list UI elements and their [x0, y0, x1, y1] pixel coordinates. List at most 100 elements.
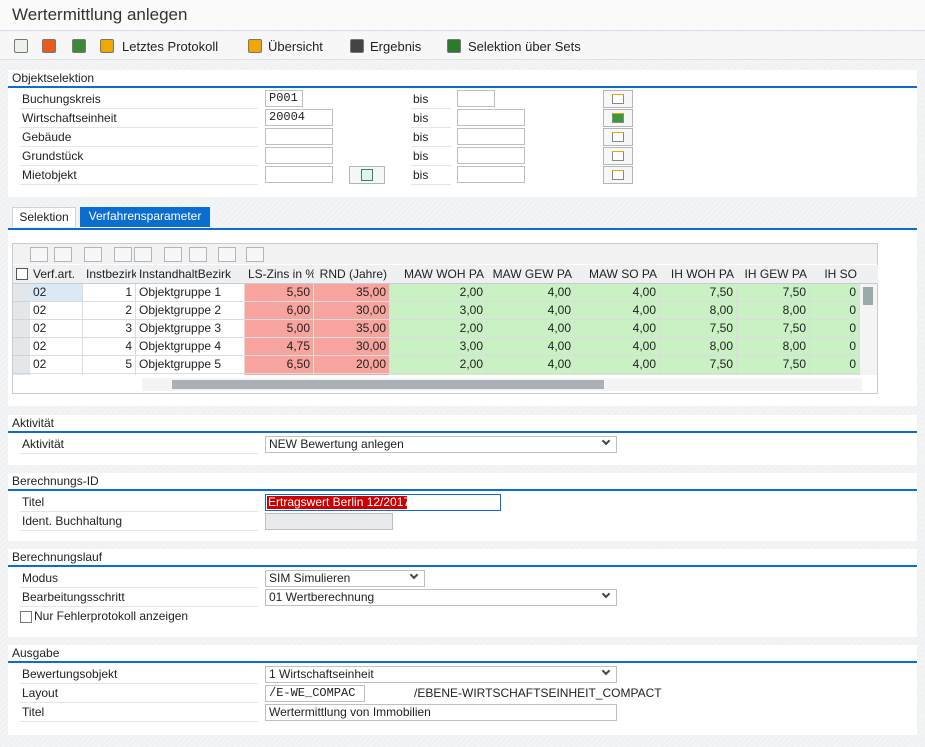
section-title: Berechnungslauf — [12, 550, 103, 564]
column-header[interactable]: IH GEW PA — [744, 267, 807, 281]
table-cell: 30,00 — [314, 302, 390, 320]
input-field[interactable]: P001 — [265, 90, 303, 107]
dropdown[interactable]: NEW Bewertung anlegen — [265, 436, 617, 453]
table-cell[interactable]: 02 — [30, 320, 83, 338]
table-cell[interactable]: 02 — [30, 338, 83, 356]
table-cell: 3,00 — [390, 338, 487, 356]
icon[interactable] — [447, 39, 461, 53]
input-field[interactable] — [457, 147, 525, 164]
field-label: Wirtschaftseinheit — [20, 109, 258, 128]
field-description: /EBENE-WIRTSCHAFTSEINHEIT_COMPACT — [414, 686, 662, 700]
column-header[interactable]: LS-Zins in % — [248, 267, 314, 281]
table-cell: 5,50 — [245, 284, 314, 302]
icon[interactable] — [42, 39, 56, 53]
table-cell: 35,00 — [314, 284, 390, 302]
section-line — [8, 565, 917, 567]
table-tool-button[interactable] — [54, 247, 72, 262]
table-cell: 8,00 — [660, 302, 737, 320]
row-selector[interactable] — [13, 320, 30, 338]
table-cell: 35,00 — [314, 320, 390, 338]
input-field[interactable]: 20004 — [265, 109, 333, 126]
table-cell: 3,00 — [390, 302, 487, 320]
table-tool-button[interactable] — [134, 247, 152, 262]
table-cell: 4,00 — [575, 302, 660, 320]
column-header[interactable]: MAW GEW PA — [492, 267, 572, 281]
column-header[interactable]: Verf.art. — [33, 267, 76, 281]
toolbar-button[interactable]: Übersicht — [268, 39, 323, 54]
column-header[interactable]: InstandhaltBezirk — [139, 267, 232, 281]
tab[interactable]: Selektion — [12, 207, 76, 227]
scroll-thumb[interactable] — [172, 380, 604, 389]
tab[interactable]: Verfahrensparameter — [80, 207, 210, 227]
input-field[interactable]: /E-WE_COMPAC — [265, 685, 365, 702]
table-tool-button[interactable] — [84, 247, 102, 262]
row-selector[interactable] — [13, 374, 30, 375]
table-tool-button[interactable] — [246, 247, 264, 262]
table-cell: 4,00 — [575, 320, 660, 338]
field-label: Ident. Buchhaltung — [20, 512, 258, 531]
input-field[interactable] — [265, 128, 333, 145]
checkbox[interactable] — [20, 611, 32, 623]
table-cell: 4,00 — [487, 374, 575, 375]
table-cell: 7,50 — [660, 356, 737, 374]
column-header[interactable]: MAW WOH PA — [404, 267, 484, 281]
scroll-thumb[interactable] — [863, 287, 873, 305]
table-cell: 8,00 — [660, 374, 737, 375]
table-cell: 4,00 — [487, 320, 575, 338]
column-header[interactable]: Instbezirk — [86, 267, 136, 281]
table-cell: Objektgruppe 6 — [136, 374, 245, 375]
table-tool-button[interactable] — [218, 247, 236, 262]
input-field[interactable]: Wertermittlung von Immobilien — [265, 704, 617, 721]
input-field[interactable] — [265, 147, 333, 164]
icon[interactable] — [100, 39, 114, 53]
table-cell: 7,50 — [660, 284, 737, 302]
column-header[interactable]: MAW SO PA — [588, 267, 657, 281]
icon[interactable] — [248, 39, 262, 53]
button-icon — [612, 151, 624, 161]
input-field[interactable] — [457, 166, 525, 183]
row-selector[interactable] — [13, 356, 30, 374]
field-label: Bearbeitungsschritt — [20, 588, 258, 607]
column-header[interactable]: IH WOH PA — [670, 267, 734, 281]
table-cell[interactable]: 02 — [30, 356, 83, 374]
input-field[interactable] — [265, 166, 333, 183]
input-field[interactable] — [457, 109, 525, 126]
dropdown[interactable]: 1 Wirtschaftseinheit — [265, 666, 617, 683]
table-cell: 8,00 — [660, 338, 737, 356]
dropdown[interactable]: 01 Wertberechnung — [265, 589, 617, 606]
input-field[interactable] — [457, 90, 495, 107]
toolbar-button[interactable]: Letztes Protokoll — [122, 39, 219, 54]
icon[interactable] — [14, 39, 28, 53]
table-cell[interactable]: 02 — [30, 374, 83, 375]
bis-label: bis — [411, 166, 451, 185]
icon[interactable] — [350, 39, 364, 53]
toolbar-button[interactable]: Ergebnis — [370, 39, 422, 54]
input-field[interactable] — [457, 128, 525, 145]
section-line — [8, 431, 917, 433]
table-tool-button[interactable] — [164, 247, 182, 262]
table-cell: 4,00 — [575, 356, 660, 374]
table-cell: 4,00 — [487, 284, 575, 302]
table-cell: 2 — [83, 302, 136, 320]
table-cell[interactable]: 02 — [30, 284, 83, 302]
table-cell: 4,75 — [245, 338, 314, 356]
input-field[interactable]: Ertragswert Berlin 12/2017 — [265, 494, 501, 511]
row-selector[interactable] — [13, 338, 30, 356]
row-selector[interactable] — [13, 284, 30, 302]
table-cell: 25,00 — [314, 374, 390, 375]
table-tool-button[interactable] — [30, 247, 48, 262]
table-body: 02 1 Objektgruppe 1 5,50 35,00 2,00 4,00 4,00 7,… — [13, 284, 860, 375]
table-cell: 30,00 — [314, 338, 390, 356]
input-field[interactable] — [265, 513, 393, 530]
bis-label: bis — [411, 147, 451, 166]
bis-label: bis — [411, 128, 451, 147]
column-header[interactable]: IH SO — [824, 267, 857, 281]
dropdown[interactable]: SIM Simulieren — [265, 570, 425, 587]
table-tool-button[interactable] — [114, 247, 132, 262]
table-tool-button[interactable] — [189, 247, 207, 262]
row-selector[interactable] — [13, 302, 30, 320]
toolbar-button[interactable]: Selektion über Sets — [468, 39, 581, 54]
table-cell[interactable]: 02 — [30, 302, 83, 320]
column-header[interactable]: RND (Jahre) — [319, 267, 387, 281]
icon[interactable] — [72, 39, 86, 53]
